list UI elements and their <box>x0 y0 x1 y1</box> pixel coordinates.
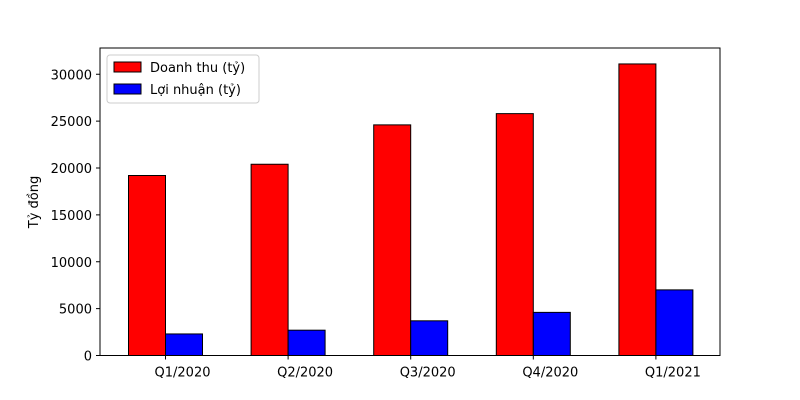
bar-revenue-Q1-2020 <box>128 175 166 356</box>
bar-revenue-Q4-2020 <box>495 113 534 356</box>
x-tick-label: Q1/2020 <box>155 366 211 381</box>
legend-swatch-1 <box>113 83 142 95</box>
bar-revenue-Q3-2020 <box>373 124 412 356</box>
x-tick-label: Q3/2020 <box>400 366 456 381</box>
plot-frame <box>99 47 721 356</box>
y-axis-title: Tỷ đồng <box>27 176 42 229</box>
y-tick-label: 15000 <box>51 209 92 224</box>
legend-label-0: Doanh thu (tỷ) <box>150 61 245 76</box>
y-tick-label: 30000 <box>51 68 92 83</box>
x-tick-label: Q1/2021 <box>645 366 701 381</box>
bar-revenue-Q1-2021 <box>618 63 657 356</box>
x-tick-label: Q2/2020 <box>277 366 333 381</box>
y-axis: 0 5000 10000 15000 20000 25000 30000 <box>51 68 100 365</box>
y-tick-label: 10000 <box>51 256 92 271</box>
y-tick-label: 25000 <box>51 115 92 130</box>
x-tick-label: Q4/2020 <box>522 366 578 381</box>
legend-frame <box>106 54 260 104</box>
bar-profit-Q4-2020 <box>532 311 571 356</box>
legend-swatch-0 <box>113 61 142 73</box>
bar-revenue-Q2-2020 <box>250 163 289 356</box>
bar-profit-Q1-2021 <box>655 289 694 356</box>
y-tick-label: 20000 <box>51 162 92 177</box>
x-axis: Q1/2020 Q2/2020 Q3/2020 Q4/2020 Q1/2021 <box>155 355 701 381</box>
bar-profit-Q1-2020 <box>165 333 203 356</box>
bars-group <box>128 63 694 356</box>
bar-profit-Q3-2020 <box>410 320 449 356</box>
bar-profit-Q2-2020 <box>287 329 326 356</box>
y-tick-label: 5000 <box>59 303 92 318</box>
legend-label-1: Lợi nhuận (tỷ) <box>150 83 241 98</box>
legend: Doanh thu (tỷ) Lợi nhuận (tỷ) <box>106 54 260 104</box>
y-tick-label: 0 <box>84 350 92 365</box>
